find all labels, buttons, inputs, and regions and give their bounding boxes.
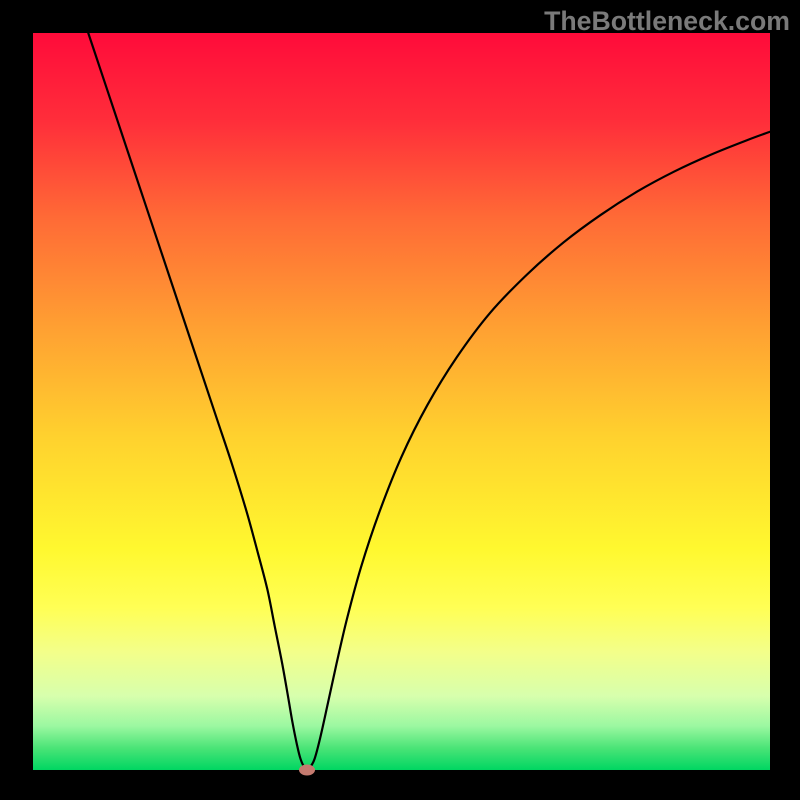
minimum-marker	[299, 765, 315, 776]
plot-frame	[33, 33, 770, 770]
bottleneck-curve	[33, 33, 770, 770]
chart-container: TheBottleneck.com	[0, 0, 800, 800]
watermark-text: TheBottleneck.com	[544, 6, 790, 37]
